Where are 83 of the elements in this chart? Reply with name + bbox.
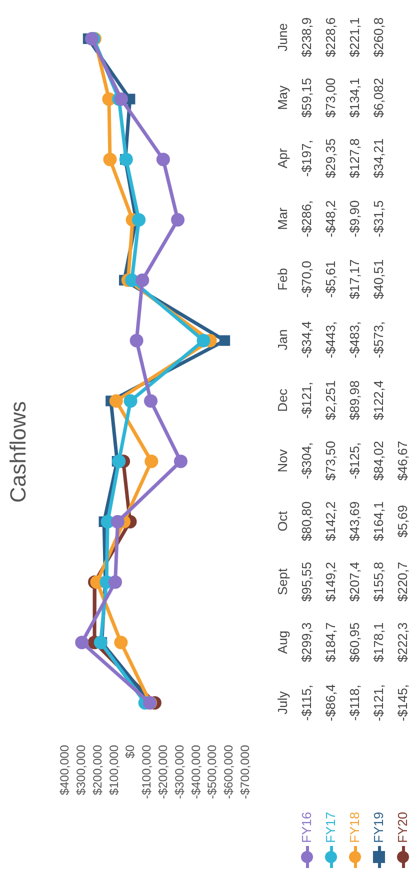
text: -$115,	[298, 684, 314, 723]
text: $6,082	[370, 76, 386, 120]
text: -$121,	[370, 683, 386, 724]
text: $178,1	[370, 621, 386, 664]
x-tick-label: $100,000	[106, 744, 121, 796]
x-tick-label: $0	[123, 744, 138, 758]
text: $95,55	[298, 560, 314, 604]
text: $122,4	[370, 379, 386, 422]
text: $220,7	[394, 560, 410, 604]
text: FY20	[394, 812, 410, 843]
text: -$197,	[298, 138, 314, 179]
text: $2,251	[322, 379, 338, 422]
text: -$125,	[346, 441, 362, 482]
text: $127,8	[346, 137, 362, 180]
y-tick-label: Oct	[274, 510, 290, 534]
text: $34,21	[370, 137, 386, 180]
text: $17,17	[346, 258, 362, 302]
text: $59,15	[298, 76, 314, 120]
y-tick-label: July	[274, 690, 291, 716]
y-tick-label: Feb	[274, 267, 290, 292]
text: $228,6	[322, 16, 338, 60]
x-tick-label: -$200,000	[156, 744, 170, 800]
text: -$70,0	[298, 260, 314, 300]
text: FY19	[370, 812, 386, 843]
text: -$443,	[322, 320, 338, 360]
x-tick-label: -$300,000	[172, 744, 186, 800]
text: -$34,4	[298, 320, 314, 360]
text: $222,3	[394, 621, 410, 664]
text: -$5,61	[322, 260, 338, 300]
y-tick-label: Dec	[274, 388, 290, 414]
y-tick-label: Nov	[274, 448, 290, 474]
x-tick-label: $300,000	[74, 744, 88, 796]
text: $80,80	[298, 500, 314, 544]
y-tick-label: May	[274, 84, 291, 112]
text: $73,00	[322, 76, 338, 120]
text: $40,51	[370, 258, 386, 302]
text: $29,35	[322, 137, 338, 180]
x-tick-label: -$600,000	[222, 744, 236, 800]
text: $221,1	[346, 16, 362, 60]
text: -$9,90	[346, 199, 362, 240]
text: $238,9	[298, 16, 314, 60]
x-tick-label: -$700,000	[238, 744, 252, 800]
text: $134,1	[346, 76, 362, 120]
text: FY17	[322, 812, 338, 843]
y-tick-label: Apr	[274, 147, 291, 170]
text: $155,8	[370, 560, 386, 604]
text: $164,1	[370, 500, 386, 544]
text: $149,2	[322, 560, 338, 604]
text: FY18	[346, 812, 362, 843]
text: -$573,	[370, 320, 386, 360]
text: $84,02	[370, 440, 386, 483]
x-tick-label: -$100,000	[140, 744, 154, 800]
y-tick-label: Mar	[274, 206, 290, 232]
y-tick-label: Aug	[274, 630, 291, 656]
text: -$118,	[346, 684, 362, 723]
text: -$286,	[298, 199, 314, 240]
text: -$483,	[346, 320, 362, 360]
text: -$48,2	[322, 199, 338, 240]
text: FY16	[298, 812, 314, 843]
x-tick-label: $200,000	[90, 744, 104, 796]
text: -$121,	[298, 380, 314, 421]
text: -$31,5	[370, 199, 386, 240]
x-tick-label: -$500,000	[205, 744, 220, 800]
x-tick-label: -$400,000	[188, 744, 203, 800]
y-tick-label: Jan	[274, 328, 290, 352]
text: $299,3	[298, 621, 314, 664]
text: $5,69	[394, 504, 410, 540]
text: -$304,	[298, 441, 314, 482]
text: -$86,4	[322, 683, 338, 724]
text: $60,95	[346, 621, 362, 664]
x-tick-label: $400,000	[58, 744, 72, 796]
y-tick-label: June	[274, 22, 290, 54]
text: $89,98	[346, 379, 362, 422]
text: $43,69	[346, 500, 362, 544]
text: -$145,	[394, 683, 410, 724]
text: $260,8	[370, 16, 386, 60]
text: $46,67	[394, 440, 410, 483]
text: $73,50	[322, 440, 338, 483]
text: $207,4	[346, 560, 362, 604]
text: $184,7	[322, 621, 338, 664]
text: Cashflows	[5, 401, 30, 503]
text: $142,2	[322, 500, 338, 544]
y-tick-label: Sept	[274, 567, 291, 598]
